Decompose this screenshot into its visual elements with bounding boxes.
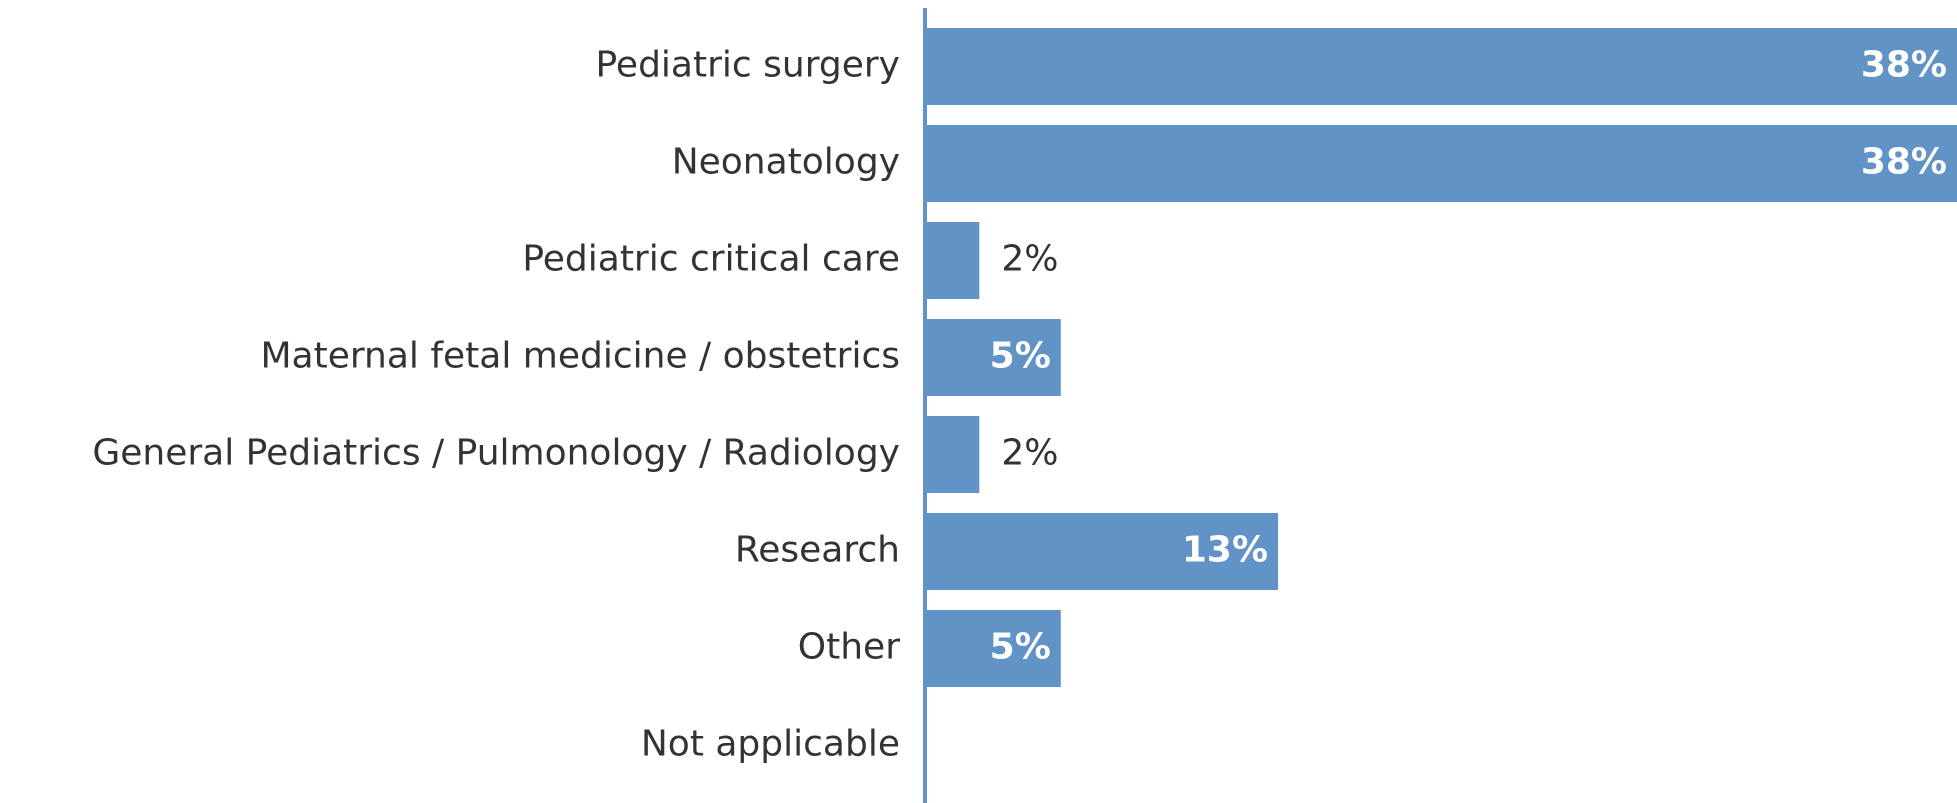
bar (925, 125, 1957, 202)
value-label: 5% (990, 336, 1051, 377)
category-label: Maternal fetal medicine / obstetrics (260, 336, 900, 377)
value-label: 2% (1001, 433, 1058, 474)
value-label: 2% (1001, 239, 1058, 280)
value-label: 38% (1861, 142, 1947, 183)
value-label: 5% (990, 627, 1051, 668)
bar (925, 416, 980, 493)
bar (925, 319, 1061, 396)
category-label: Research (735, 530, 900, 571)
bar (925, 28, 1957, 105)
bar (925, 513, 1279, 590)
bar (925, 222, 980, 299)
category-label: Pediatric surgery (596, 45, 901, 86)
category-label: Not applicable (641, 724, 900, 765)
category-label: Neonatology (672, 142, 900, 183)
category-label: Other (798, 627, 900, 668)
bar (925, 610, 1061, 687)
value-label: 38% (1861, 45, 1947, 86)
category-label: Pediatric critical care (522, 239, 900, 280)
value-label: 13% (1182, 530, 1268, 571)
category-label: General Pediatrics / Pulmonology / Radio… (92, 433, 900, 474)
